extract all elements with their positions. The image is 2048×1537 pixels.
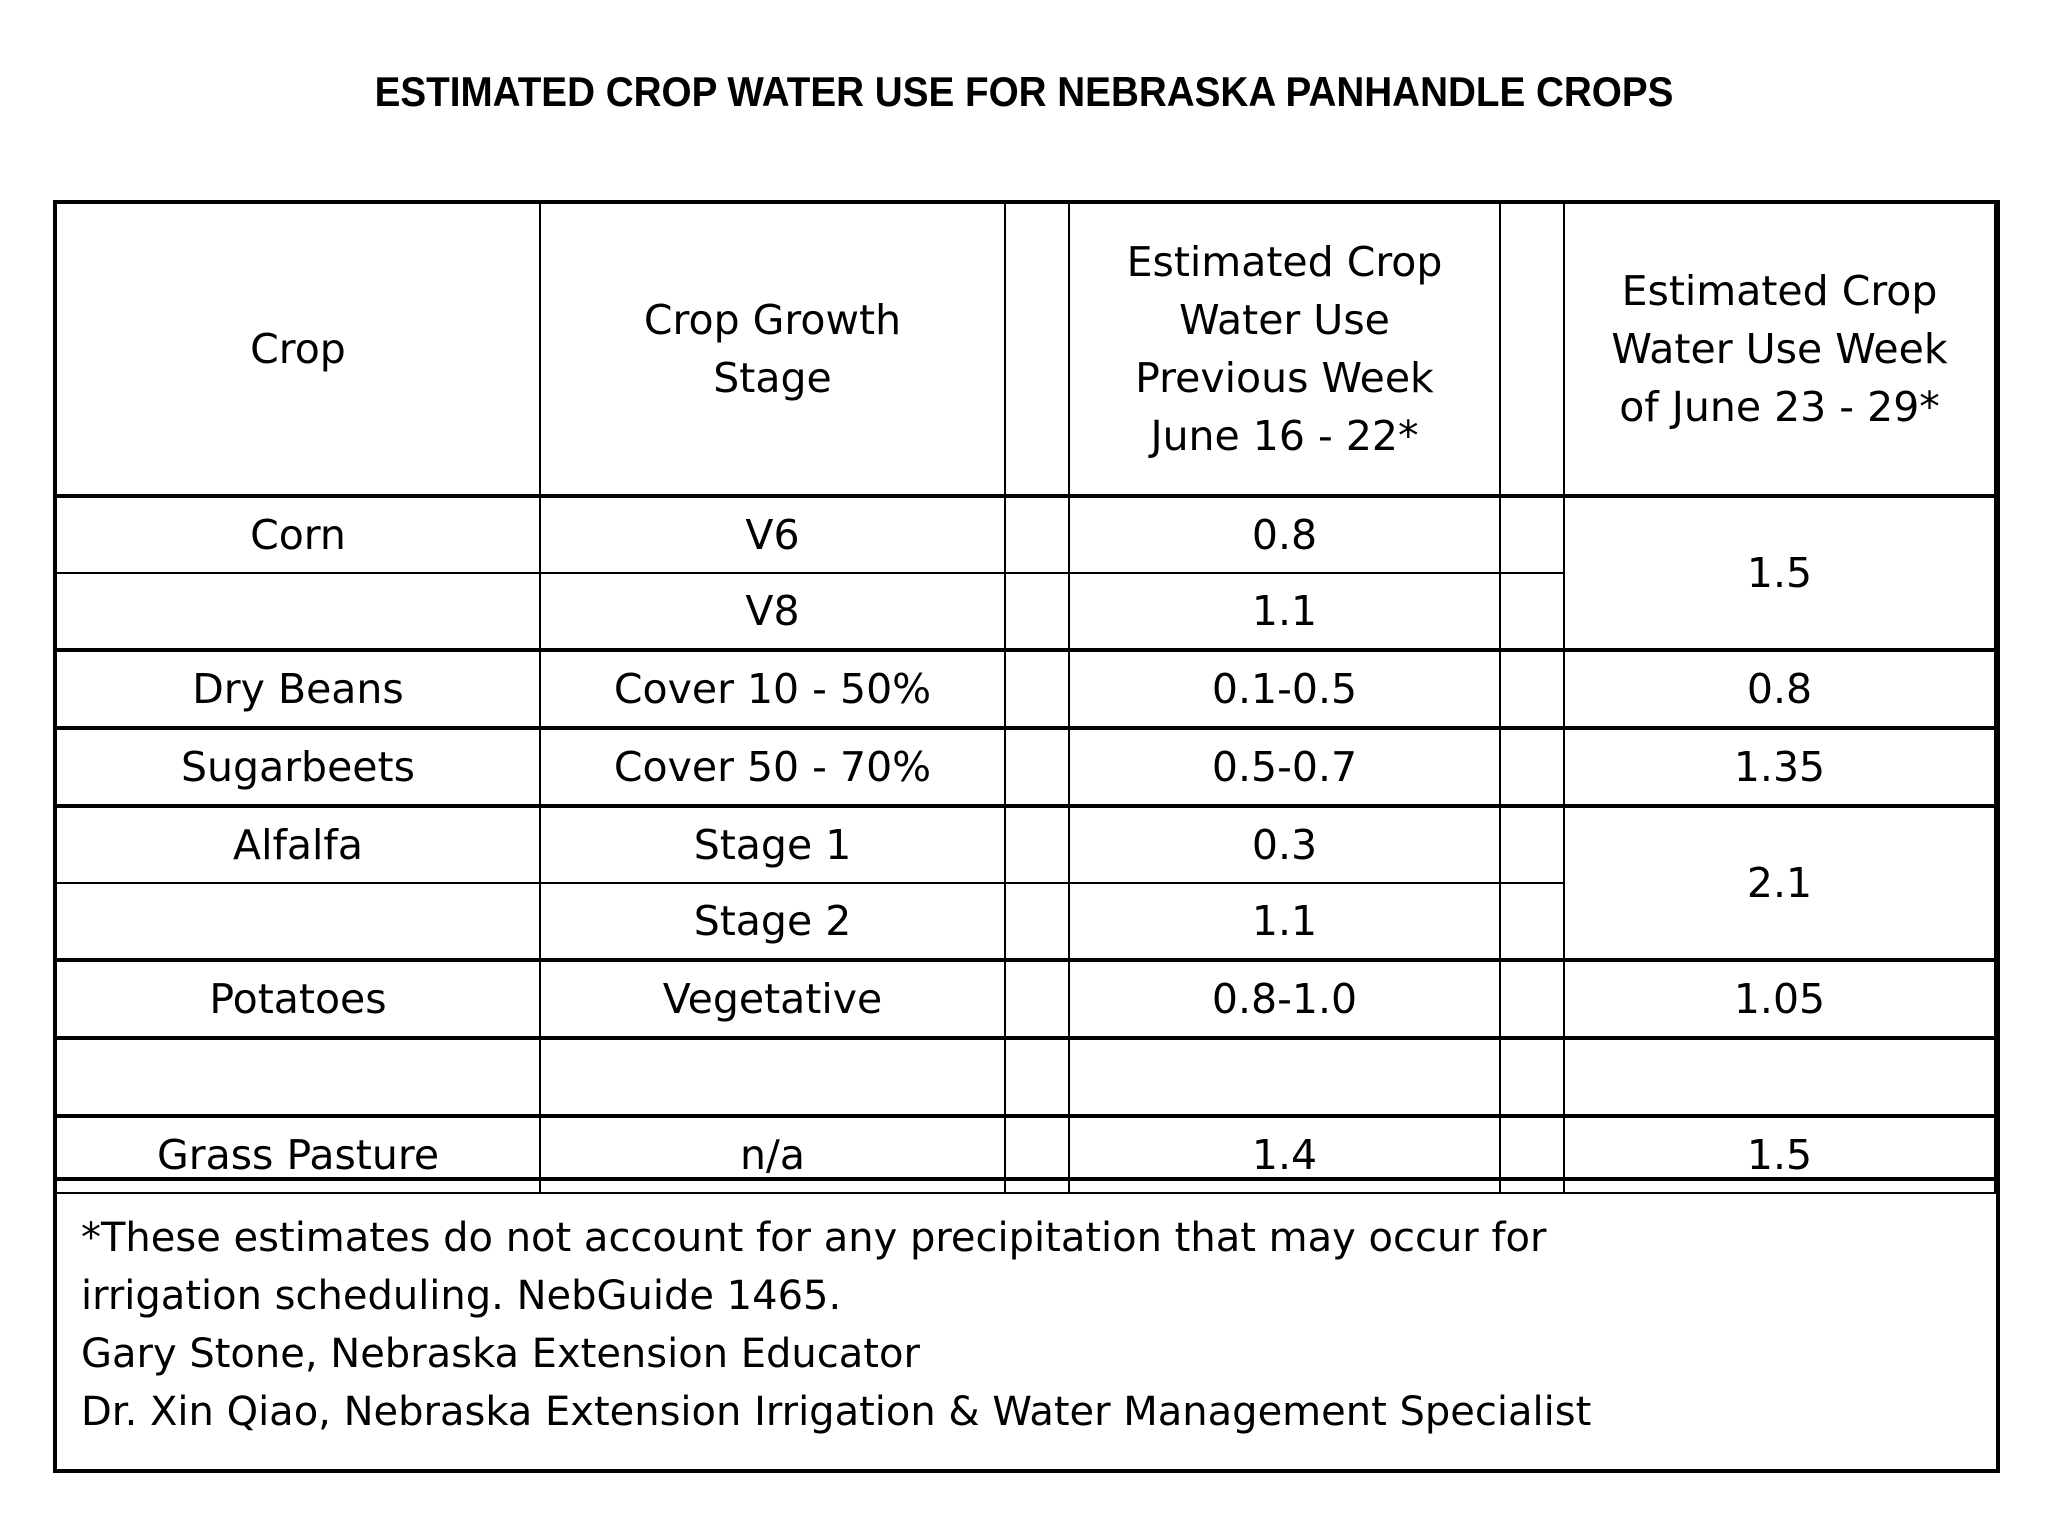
- spacer-cell: [1499, 572, 1565, 651]
- spacer-cell: [1004, 648, 1070, 729]
- stage-cell: Cover 50 - 70%: [539, 726, 1006, 807]
- header-previous-week: Estimated Crop Water Use Previous Week J…: [1068, 202, 1501, 497]
- previous-cell: 0.5-0.7: [1068, 726, 1501, 807]
- crop-cell: Corn: [55, 494, 541, 574]
- header-curr-line2: Water Use Week: [1611, 325, 1948, 373]
- crop-water-use-table: Crop Crop Growth Stage Estimated Crop Wa…: [55, 202, 1996, 1194]
- spacer-cell: [1499, 882, 1565, 961]
- stage-cell: Vegetative: [539, 958, 1006, 1039]
- current-cell: 0.8: [1563, 648, 1996, 729]
- table-row: Corn V6 0.8 1.5: [55, 494, 1996, 651]
- spacer-cell: [1499, 494, 1565, 574]
- header-curr-line3: of June 23 - 29*: [1619, 383, 1940, 431]
- stage-cell: Cover 10 - 50%: [539, 648, 1006, 729]
- spacer-cell: [1004, 726, 1070, 807]
- crop-cell: Potatoes: [55, 958, 541, 1039]
- table-row-empty: [55, 1036, 1996, 1117]
- author-credit: Dr. Xin Qiao, Nebraska Extension Irrigat…: [81, 1389, 1592, 1435]
- crop-cell: [55, 572, 541, 651]
- footnote-line: irrigation scheduling. NebGuide 1465.: [81, 1273, 842, 1319]
- previous-cell: 0.8-1.0: [1068, 958, 1501, 1039]
- stage-cell: V6: [539, 494, 1006, 574]
- header-prev-line2: Water Use: [1179, 296, 1390, 344]
- footnote-line: *These estimates do not account for any …: [81, 1215, 1547, 1261]
- header-prev-line4: June 16 - 22*: [1150, 412, 1419, 460]
- page-title: ESTIMATED CROP WATER USE FOR NEBRASKA PA…: [374, 68, 1674, 115]
- stage-cell: Stage 1: [539, 804, 1006, 884]
- header-crop-label: Crop: [250, 325, 346, 373]
- header-prev-line3: Previous Week: [1135, 354, 1434, 402]
- crop-cell: Dry Beans: [55, 648, 541, 729]
- spacer-cell: [1004, 882, 1070, 961]
- spacer-cell: [1004, 202, 1070, 497]
- spacer-cell: [1004, 804, 1070, 884]
- crop-cell: [55, 1036, 541, 1117]
- table-row: Stage 2 1.1: [55, 882, 1995, 961]
- previous-cell: [1068, 1036, 1501, 1117]
- stage-cell: Stage 2: [539, 882, 1006, 961]
- current-cell: 1.05: [1563, 958, 1996, 1039]
- current-cell: 1.35: [1563, 726, 1996, 807]
- spacer-cell: [1499, 648, 1565, 729]
- author-credit: Gary Stone, Nebraska Extension Educator: [81, 1331, 920, 1377]
- previous-cell: 1.1: [1068, 882, 1501, 961]
- spacer-cell: [1499, 804, 1565, 884]
- table-row: Sugarbeets Cover 50 - 70% 0.5-0.7 1.35: [55, 726, 1996, 807]
- spacer-cell: [1499, 726, 1565, 807]
- spacer-cell: [1004, 1036, 1070, 1117]
- table-row: Potatoes Vegetative 0.8-1.0 1.05: [55, 958, 1996, 1039]
- current-cell: 1.5: [1563, 494, 1996, 651]
- table-row: Alfalfa Stage 1 0.3 2.1: [55, 804, 1996, 961]
- stage-cell: [539, 1036, 1006, 1117]
- footnote-box: *These estimates do not account for any …: [55, 1177, 1994, 1467]
- header-row: Crop Crop Growth Stage Estimated Crop Wa…: [55, 202, 1996, 497]
- table-row: V8 1.1: [55, 572, 1995, 651]
- previous-cell: 0.1-0.5: [1068, 648, 1501, 729]
- previous-cell: 1.1: [1068, 572, 1501, 651]
- header-prev-line1: Estimated Crop: [1126, 238, 1443, 286]
- stage-cell: V8: [539, 572, 1006, 651]
- spacer-cell: [1499, 1036, 1565, 1117]
- crop-cell: [55, 882, 541, 961]
- header-current-week: Estimated Crop Water Use Week of June 23…: [1563, 202, 1996, 497]
- crop-cell: Sugarbeets: [55, 726, 541, 807]
- previous-cell: 0.8: [1068, 494, 1501, 574]
- previous-cell: 0.3: [1068, 804, 1501, 884]
- spacer-cell: [1499, 202, 1565, 497]
- table-row: Dry Beans Cover 10 - 50% 0.1-0.5 0.8: [55, 648, 1996, 729]
- header-stage-line1: Crop Growth: [643, 296, 902, 344]
- crop-cell: Alfalfa: [55, 804, 541, 884]
- header-curr-line1: Estimated Crop: [1621, 267, 1938, 315]
- current-cell: [1563, 1036, 1996, 1117]
- spacer-cell: [1499, 958, 1565, 1039]
- current-cell: 2.1: [1563, 804, 1996, 961]
- header-stage-line2: Stage: [713, 354, 832, 402]
- spacer-cell: [1004, 494, 1070, 574]
- spacer-cell: [1004, 572, 1070, 651]
- spacer-cell: [1004, 958, 1070, 1039]
- header-crop: Crop: [55, 202, 541, 497]
- header-growth-stage: Crop Growth Stage: [539, 202, 1006, 497]
